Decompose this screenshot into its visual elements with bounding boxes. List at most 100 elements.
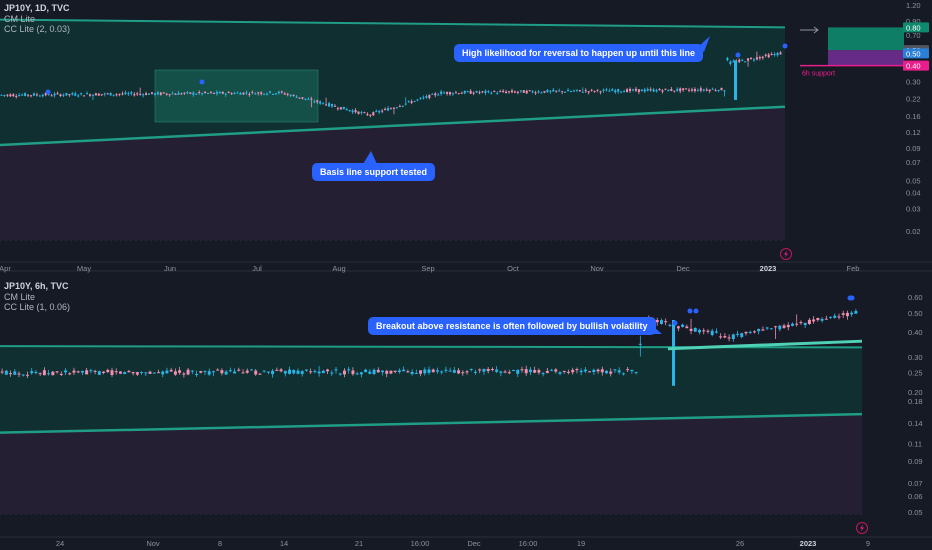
top-candle-body <box>729 61 732 64</box>
bottom-candle-body <box>461 372 465 374</box>
top-candle-body <box>655 89 658 92</box>
top-candle-body <box>325 104 328 106</box>
top-candle-body <box>543 91 546 93</box>
top-candle-body <box>159 92 162 95</box>
top-candle-body <box>32 93 35 96</box>
top-candle-body <box>118 93 121 95</box>
bottom-spike-candle <box>672 319 675 386</box>
bottom-candle-body <box>752 331 756 333</box>
bottom-candle-body <box>211 371 215 373</box>
bottom-candle-body <box>452 370 456 373</box>
bottom-candle-body <box>634 372 638 374</box>
bottom-candle-body <box>774 326 778 328</box>
bottom-candle-body <box>833 315 837 318</box>
bottom-candle-body <box>854 310 858 314</box>
bottom-candle-body <box>845 312 849 317</box>
bottom-candle-body <box>571 369 575 373</box>
price-tag <box>903 60 929 71</box>
bottom-candle-body <box>216 369 220 371</box>
top-candle-body <box>510 90 514 93</box>
top-candle-body <box>741 59 744 61</box>
top-candle-body <box>230 93 233 95</box>
top-candle-body <box>395 107 398 109</box>
bottom-candle-body <box>85 370 89 375</box>
bottom-candle-body <box>562 370 566 372</box>
top-candle-body <box>384 108 387 110</box>
bottom-candle-body <box>736 333 740 335</box>
top-candle-body <box>150 92 154 94</box>
bottom-legend-title: JP10Y, 6h, TVC <box>4 281 69 291</box>
top-candle-body <box>673 90 676 92</box>
bottom-candle-body <box>769 328 773 330</box>
top-candle-body <box>516 91 519 93</box>
top-candle-body <box>717 89 720 92</box>
bottom-candle-body <box>583 369 587 372</box>
bottom-candle-body <box>554 369 558 372</box>
bottom-candle-body <box>469 369 473 371</box>
bottom-x-tick-label: 2023 <box>800 539 817 548</box>
top-candle-body <box>94 93 97 96</box>
top-candle-body <box>289 94 292 97</box>
bottom-candle-body <box>499 371 503 373</box>
top-x-tick-label: Jul <box>252 264 262 273</box>
top-candle-body <box>369 114 372 116</box>
top-candle-body <box>443 92 446 94</box>
top-x-tick-label: Feb <box>847 264 860 273</box>
top-candle-body <box>112 94 115 96</box>
top-candle-body <box>168 94 171 96</box>
bottom-candle-body <box>727 337 731 339</box>
bottom-candle-body <box>685 326 689 329</box>
top-candle-body <box>493 90 496 92</box>
top-candle-body <box>139 93 142 95</box>
top-candle-body <box>776 52 779 56</box>
bottom-y-tick-label: 0.09 <box>908 457 923 466</box>
price-tag <box>903 22 929 33</box>
bottom-candle-body <box>795 323 799 325</box>
top-candle-body <box>646 89 649 91</box>
bottom-candle-body <box>148 371 152 374</box>
bottom-candle-body <box>702 330 706 332</box>
bottom-candle-body <box>93 370 97 372</box>
bottom-candle-body <box>609 371 613 374</box>
top-candle-body <box>239 93 242 95</box>
bottom-candle-body <box>541 373 545 375</box>
top-candle-body <box>342 106 345 110</box>
top-candle-body <box>381 110 384 112</box>
top-candle-body <box>463 91 466 94</box>
bottom-candle-body <box>34 372 38 374</box>
top-candle-body <box>413 100 416 102</box>
bottom-candle-body <box>613 369 617 371</box>
top-y-tick-label: 0.02 <box>906 227 921 236</box>
bottom-candle-body <box>537 370 541 373</box>
bottom-candle-body <box>334 369 338 371</box>
top-candle-body <box>372 112 375 116</box>
top-y-tick-label: 0.22 <box>906 95 921 104</box>
top-candle-body <box>215 91 218 94</box>
top-candle-body <box>283 93 286 95</box>
bottom-candle-body <box>42 370 46 376</box>
top-signal-dot <box>735 52 741 58</box>
bottom-candle-body <box>393 370 397 372</box>
bottom-candle-body <box>283 370 287 374</box>
top-candle-body <box>555 90 558 92</box>
bottom-candle-body <box>203 370 207 372</box>
bottom-candle-body <box>799 322 803 324</box>
top-candle-body <box>448 92 452 95</box>
top-candle-body <box>569 91 573 93</box>
top-candle-body <box>457 93 460 95</box>
top-candle-body <box>466 91 469 93</box>
bottom-candle-body <box>406 371 410 373</box>
top-candle-body <box>658 88 661 91</box>
top-y-tick-label: 0.05 <box>906 176 921 185</box>
top-candle-body <box>685 88 688 90</box>
bottom-candle-body <box>600 369 604 373</box>
bottom-signal-dot <box>847 295 853 301</box>
top-x-tick-label: Oct <box>507 264 520 273</box>
top-candle-body <box>708 89 711 92</box>
top-candle-body <box>130 92 133 94</box>
top-candle-body <box>53 93 56 96</box>
top-candle-body <box>575 89 578 91</box>
bottom-candle-body <box>592 369 596 373</box>
top-candle-body <box>460 92 463 94</box>
